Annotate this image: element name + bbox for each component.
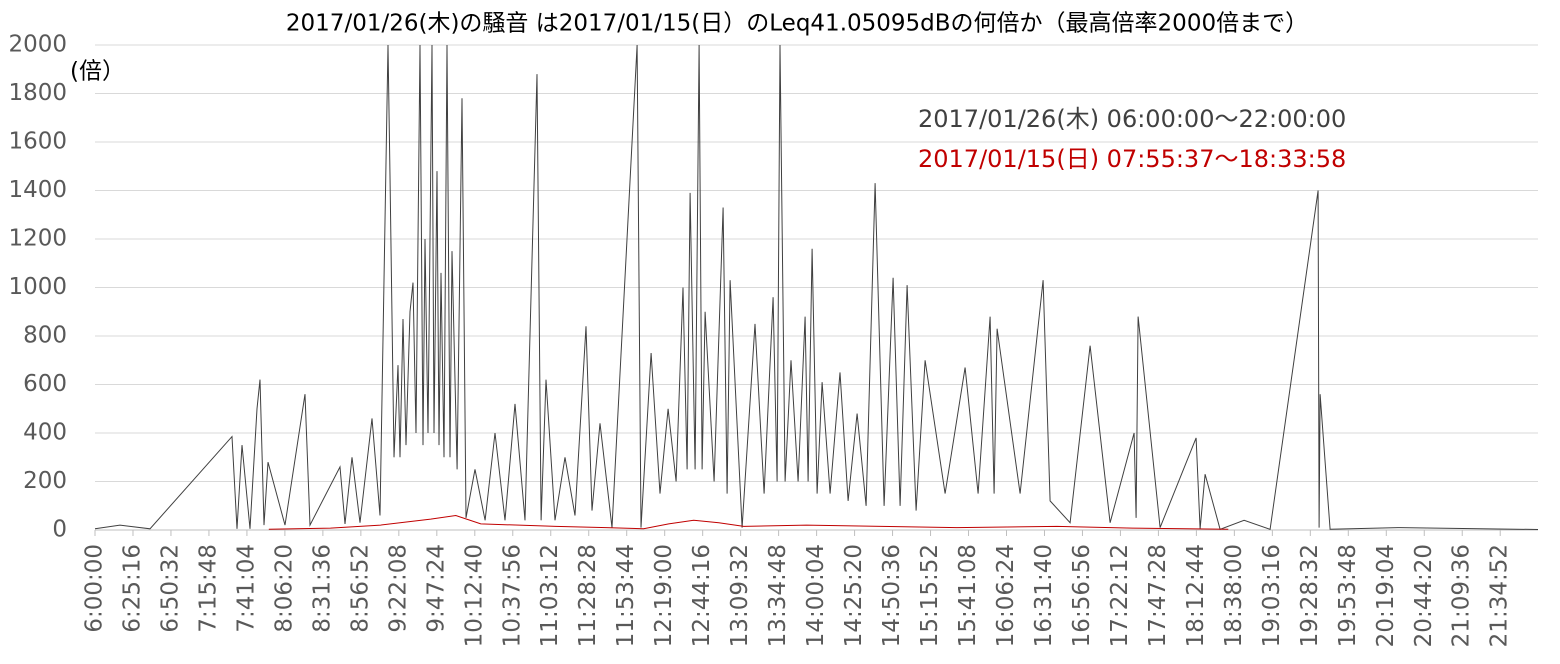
x-tick-label: 12:19:00: [651, 544, 677, 647]
y-tick-label: 800: [23, 323, 67, 349]
y-tick-label: 200: [23, 468, 67, 494]
x-tick-label: 16:06:24: [993, 544, 1019, 647]
x-tick-label: 6:00:00: [82, 544, 108, 633]
x-tick-label: 11:53:44: [613, 544, 639, 647]
x-tick-label: 8:56:52: [347, 544, 373, 633]
x-tick-label: 6:25:16: [119, 544, 145, 633]
x-tick-label: 11:28:28: [575, 544, 601, 647]
x-tick-label: 19:03:16: [1259, 544, 1285, 647]
x-tick-label: 19:28:32: [1297, 544, 1323, 647]
x-tick-label: 7:41:04: [233, 544, 259, 633]
x-tick-label: 21:34:52: [1487, 544, 1513, 647]
x-tick-label: 14:25:20: [841, 544, 867, 647]
y-tick-label: 400: [23, 420, 67, 446]
x-tick-label: 11:03:12: [537, 544, 563, 647]
y-tick-label: 600: [23, 371, 67, 397]
y-tick-label: 0: [52, 517, 67, 543]
x-tick-label: 10:37:56: [499, 544, 525, 647]
x-tick-label: 21:09:36: [1449, 544, 1475, 647]
x-tick-label: 15:41:08: [955, 544, 981, 647]
x-tick-label: 17:47:28: [1145, 544, 1171, 647]
x-tick-label: 14:00:04: [803, 544, 829, 647]
x-tick-label: 13:09:32: [727, 544, 753, 647]
y-tick-label: 1000: [8, 274, 67, 300]
x-tick-label: 6:50:32: [157, 544, 183, 633]
y-tick-label: 1800: [8, 80, 67, 106]
x-tick-label: 16:31:40: [1031, 544, 1057, 647]
x-tick-label: 8:31:36: [309, 544, 335, 633]
chart-title: 2017/01/26(木)の騒音 は2017/01/15(日）のLeq41.05…: [286, 11, 1308, 37]
x-tick-label: 20:19:04: [1373, 544, 1399, 647]
x-tick-label: 18:12:44: [1183, 544, 1209, 647]
x-tick-label: 13:34:48: [765, 544, 791, 647]
x-tick-label: 15:15:52: [917, 544, 943, 647]
series-line: [94, 44, 1539, 530]
y-tick-label: 2000: [8, 32, 67, 58]
series-line: [268, 514, 1229, 530]
y-tick-label: 1200: [8, 226, 67, 252]
x-tick-label: 10:12:40: [461, 544, 487, 647]
x-tick-label: 12:44:16: [689, 544, 715, 647]
y-tick-label: 1600: [8, 129, 67, 155]
x-tick-label: 19:53:48: [1335, 544, 1361, 647]
y-axis-label: (倍）: [70, 59, 125, 85]
x-tick-label: 9:47:24: [423, 544, 449, 633]
x-tick-label: 8:06:20: [271, 544, 297, 633]
x-tick-label: 7:15:48: [195, 544, 221, 633]
legend-entry: 2017/01/26(木) 06:00:00〜22:00:00: [918, 105, 1346, 133]
x-tick-label: 14:50:36: [879, 544, 905, 647]
x-tick-label: 18:38:00: [1221, 544, 1247, 647]
x-tick-label: 20:44:20: [1411, 544, 1437, 647]
x-tick-label: 9:22:08: [385, 544, 411, 633]
x-tick-label: 16:56:56: [1069, 544, 1095, 647]
y-tick-label: 1400: [8, 177, 67, 203]
x-tick-label: 17:22:12: [1107, 544, 1133, 647]
legend-entry: 2017/01/15(日) 07:55:37〜18:33:58: [918, 145, 1346, 173]
